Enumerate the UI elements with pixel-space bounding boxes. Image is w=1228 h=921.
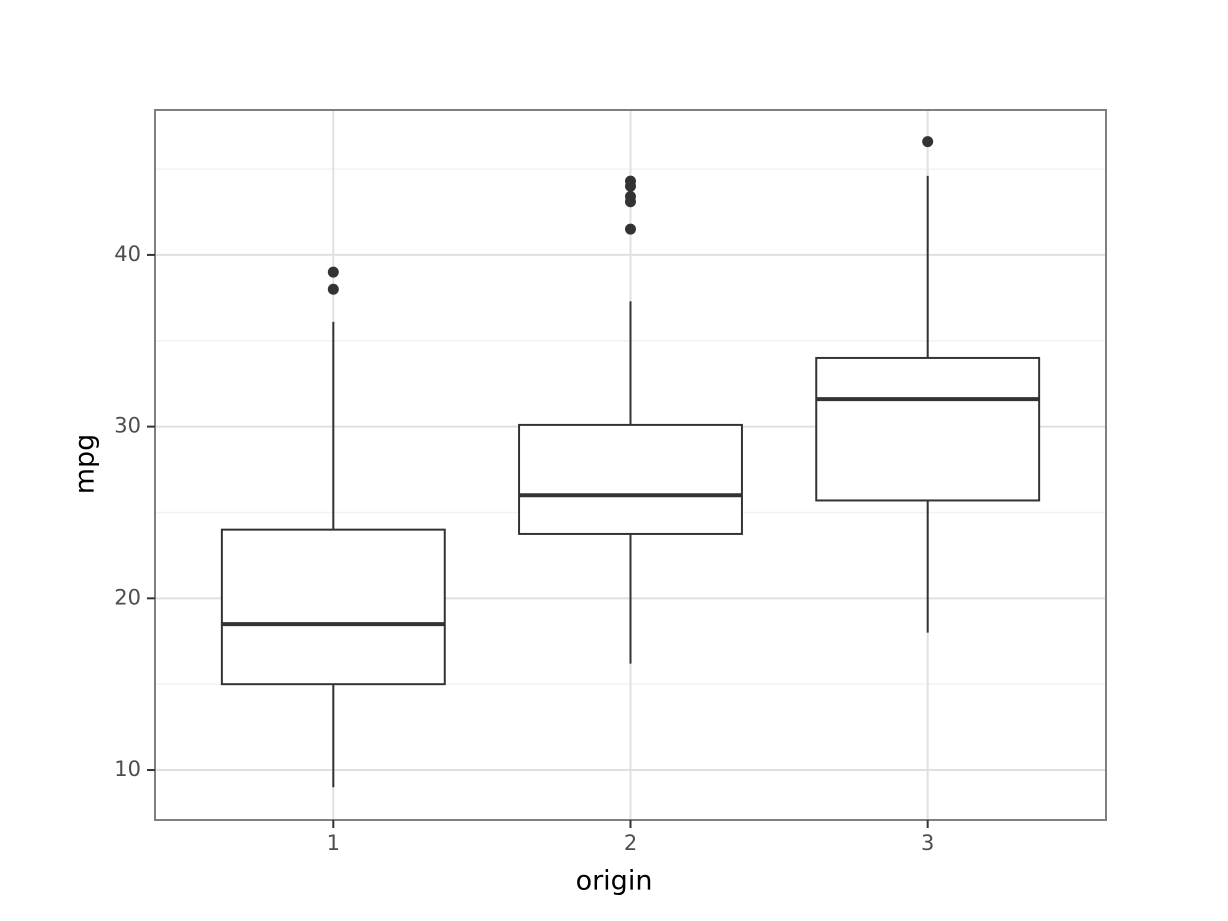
outlier <box>625 180 636 192</box>
box <box>518 423 743 535</box>
outlier <box>625 223 636 235</box>
outlier <box>625 196 636 208</box>
outlier <box>327 266 339 278</box>
x-tick-label: 3 <box>921 831 934 855</box>
outlier <box>922 136 934 148</box>
outlier <box>327 283 339 295</box>
y-tick-label: 30 <box>114 414 141 438</box>
box <box>220 528 446 686</box>
x-tick-label: 1 <box>327 831 340 855</box>
x-tick-label: 2 <box>624 831 637 855</box>
box <box>815 356 1041 502</box>
y-tick-label: 20 <box>114 585 141 609</box>
y-axis-title: mpg <box>70 434 101 495</box>
y-tick-label: 10 <box>114 757 141 781</box>
x-axis-title: origin <box>576 866 653 897</box>
marks <box>220 136 1041 788</box>
y-tick-label: 40 <box>114 242 141 266</box>
